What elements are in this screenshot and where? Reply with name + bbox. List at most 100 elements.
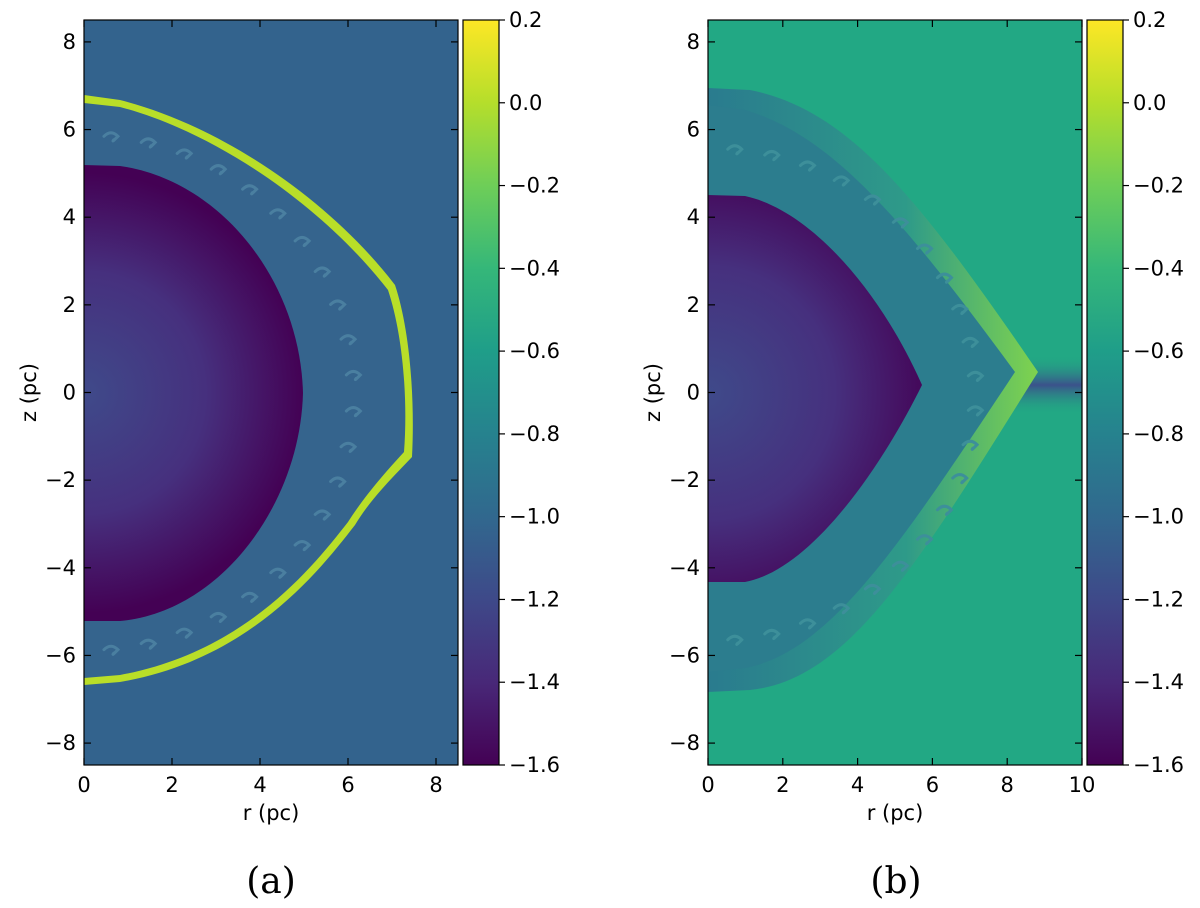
panel-b-ytick-label-4: 0 [687,381,700,405]
panel-b-cbar-label-3: −0.4 [1133,256,1184,280]
panel-a-ytick-label-0: −8 [45,731,76,755]
panel-b-rt-fingers [726,144,985,646]
panel-b-ylabel: z (pc) [641,363,665,422]
b-vortices-curl-11 [966,405,985,417]
a-vortices-curl-6 [293,235,312,248]
b-vortices-curl-4 [863,194,882,206]
panel-b-ytick-label-3: −2 [669,468,700,492]
panel-b-xtick-label-2: 4 [851,773,864,797]
panel-a-cbar-label-6: −1.0 [509,505,560,529]
a-vortices-curl-13 [329,476,347,488]
panel-a-ytick-label-8: 8 [63,30,76,54]
panel-a-xtick-label-3: 6 [341,773,354,797]
panel-b-ytick-label-2: −4 [669,556,700,580]
panel-a-inner-cavity [84,165,303,621]
a-vortices-curl-2 [175,148,194,160]
panel-a-ytick-label-3: −2 [45,468,76,492]
b-vortices-curl-20 [763,628,781,641]
b-vortices-curl-7 [935,272,954,284]
a-vortices-curl-7 [313,266,332,278]
panel-a-colorbar [462,19,500,766]
panel-b-colorbar [1086,19,1124,766]
panel-a-xtick-label-2: 4 [253,773,266,797]
panel-b-image [708,20,1082,765]
panel-a-caption: (a) [246,861,296,902]
a-vortices-curl-14 [313,509,332,521]
panel-b-cbar-label-8: −1.4 [1133,670,1184,694]
panel-a-cbar-label-1: 0.0 [509,91,542,115]
a-vortices-curl-19 [175,627,194,639]
panel-b-ytick-label-8: 8 [687,30,700,54]
panel-a-cbar-label-2: −0.2 [509,174,560,198]
panel-a-ytick-label-1: −6 [45,643,76,667]
a-vortices-curl-21 [102,644,121,656]
panel-b-inner-cavity [708,195,922,582]
a-vortices-curl-17 [241,591,259,603]
b-vortices-curl-21 [726,634,744,646]
panel-b-cbar-label-1: 0.0 [1133,91,1166,115]
panel-a-cbar-label-8: −1.4 [509,670,560,694]
panel-b-ytick-label-5: 2 [687,293,700,317]
a-vortices-curl-11 [344,406,363,418]
panel-a-xtick-label-1: 2 [165,773,178,797]
panel-b-xlabel: r (pc) [867,801,924,825]
b-vortices-curl-18 [832,603,851,615]
b-vortices-curl-17 [863,583,882,596]
panel-b-cbar-label-0: 0.2 [1133,8,1166,32]
b-vortices-curl-13 [951,473,969,485]
b-vortices-curl-3 [832,175,851,187]
b-vortices-curl-2 [798,160,817,172]
b-vortices-curl-5 [891,217,910,229]
a-vortices-curl-18 [209,611,228,624]
panel-a-axes: 0 2 4 6 8 −8 −6 −4 −2 0 2 4 6 8 r (pc) z (pc) [17,20,458,825]
panel-a-cbar-label-7: −1.2 [509,587,560,611]
panel-b-ytick-label-0: −8 [669,731,700,755]
panel-b-cbar-label-5: −0.8 [1133,422,1184,446]
panel-a-xtick-label-0: 0 [77,773,90,797]
a-vortices-curl-16 [269,567,287,579]
a-vortices-curl-10 [344,369,363,382]
b-vortices-curl-12 [961,439,980,451]
panel-a-cbar-label-3: −0.4 [509,256,560,280]
panel-a-ylabel: z (pc) [17,363,41,422]
panel-a-rt-fingers [102,131,363,656]
a-vortices-curl-5 [269,208,287,220]
a-vortices-curl-1 [139,137,158,149]
panel-a-ytick-label-6: 4 [63,205,76,229]
panel-a-cbar-label-9: −1.6 [509,753,560,777]
a-vortices-curl-8 [329,299,347,311]
panel-b-cbar-label-2: −0.2 [1133,174,1184,198]
panel-a-cbar-label-5: −0.8 [509,422,560,446]
panel-b-axes: 0 2 4 6 8 10 −8 −6 −4 −2 0 2 4 6 8 r (pc) z (pc) [641,20,1095,825]
panel-a-ytick-label-7: 6 [63,118,76,142]
b-vortices-curl-6 [915,243,934,255]
a-vortices-curl-20 [139,638,158,650]
b-vortices-curl-9 [961,336,980,349]
panel-a-image [84,20,458,765]
panel-a-cbar-label-4: −0.6 [509,339,560,363]
panel-a-cbar-label-0: 0.2 [509,8,542,32]
panel-b-xtick-label-3: 6 [926,773,939,797]
panel-b-xtick-label-0: 0 [701,773,714,797]
panel-b-ytick-label-6: 4 [687,205,700,229]
panel-b-xtick-label-5: 10 [1069,773,1096,797]
panel-b-xtick-label-1: 2 [776,773,789,797]
a-vortices-curl-15 [293,540,312,552]
panel-a-ytick-label-5: 2 [63,293,76,317]
b-vortices-curl-14 [935,504,954,516]
panel-a-xlabel: r (pc) [243,801,300,825]
b-vortices-curl-0 [726,144,744,156]
panel-b-ytick-label-7: 6 [687,118,700,142]
b-vortices-curl-15 [915,534,934,546]
panel-a-xtick-label-4: 8 [429,773,442,797]
a-vortices-curl-3 [209,164,228,176]
a-vortices-curl-12 [339,441,358,453]
b-vortices-curl-1 [763,150,781,162]
panel-b-cbar-label-4: −0.6 [1133,339,1184,363]
panel-a-ytick-label-2: −4 [45,556,76,580]
b-vortices-curl-10 [966,370,985,383]
b-vortices-curl-16 [891,560,910,572]
panel-b-caption: (b) [870,861,921,902]
panel-b-ytick-label-1: −6 [669,643,700,667]
